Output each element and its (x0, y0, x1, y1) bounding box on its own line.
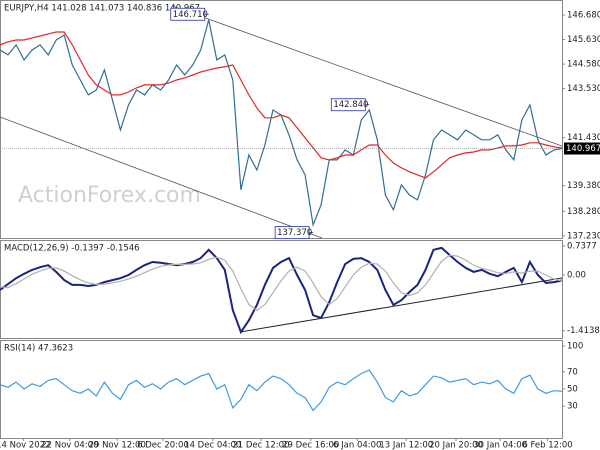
y-tick-label: -1.4138 (567, 326, 600, 336)
y-tick-label: 30 (567, 402, 578, 412)
x-tick-label: 13 Jan 12:00 (379, 441, 433, 450)
x-tick-label: 20 Jan 20:00 (429, 441, 483, 450)
y-tick-label: 139.380 (567, 181, 600, 191)
x-tick-label: 30 Jan 04:00 (473, 441, 527, 450)
x-tick-label: 21 Dec 12:00 (232, 441, 289, 450)
panel-title: RSI(14) 47.3623 (4, 344, 73, 354)
y-tick-label: 143.530 (567, 84, 600, 94)
panel-title: MACD(12,26,9) -0.1397 -0.1546 (4, 244, 140, 254)
x-tick-label: 22 Nov 04:00 (41, 441, 98, 450)
y-tick-label: 100 (567, 342, 583, 352)
panel-title: EURJPY,H4 141.028 141.073 140.836 140.96… (4, 4, 200, 14)
channel-lower (0, 116, 323, 239)
channel-upper (171, 5, 563, 147)
last-price-label: 140.967 (566, 144, 600, 154)
y-tick-label: 145.630 (567, 35, 600, 45)
macd-trendline (239, 277, 563, 333)
x-tick-label: 29 Nov 12:00 (89, 441, 146, 450)
x-tick-label: 14 Dec 04:00 (184, 441, 241, 450)
annotation-label: 137.370 (277, 228, 312, 238)
series-line (0, 246, 563, 335)
x-tick-label: 29 Dec 16:00 (282, 441, 339, 450)
x-tick-label: 6 Dec 20:00 (137, 441, 189, 450)
y-tick-label: 0.7377 (567, 241, 597, 251)
y-tick-label: 70 (567, 367, 578, 377)
series-line (0, 254, 563, 312)
last-price-box (564, 142, 600, 155)
y-tick-label: 137.230 (567, 231, 600, 241)
y-tick-label: 50 (567, 385, 578, 395)
y-tick-label: 146.680 (567, 10, 600, 20)
y-tick-label: 141.430 (567, 133, 600, 143)
annotation-label: 146.710 (173, 10, 208, 20)
x-tick-label: 6 Jan 04:00 (333, 441, 381, 450)
y-tick-label: 144.580 (567, 60, 600, 70)
y-tick-label: 0.00 (567, 271, 586, 281)
x-tick-label: 6 Feb 12:00 (522, 441, 572, 450)
x-tick-label: 14 Nov 2022 (0, 441, 51, 450)
watermark: ActionForex.com (18, 183, 201, 208)
series-line (0, 31, 563, 179)
annotation-label: 142.840 (333, 100, 368, 110)
series-line (0, 369, 563, 412)
y-tick-label: 138.280 (567, 207, 600, 217)
